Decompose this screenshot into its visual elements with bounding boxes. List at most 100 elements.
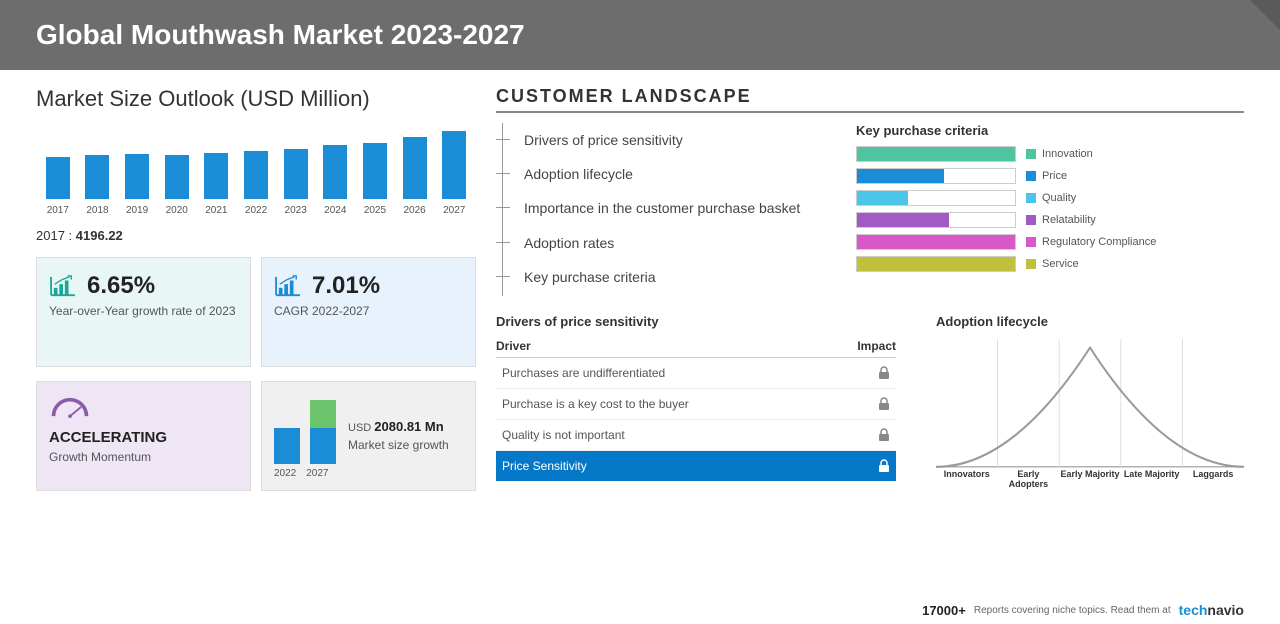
- cagr-value: 7.01%: [312, 272, 380, 300]
- bar-label: 2024: [324, 205, 346, 216]
- right-top: Drivers of price sensitivityAdoption lif…: [496, 123, 1244, 294]
- footer-text: Reports covering niche topics. Read them…: [974, 605, 1171, 616]
- bar-2024: [323, 145, 347, 199]
- yoy-label: Year-over-Year growth rate of 2023: [49, 304, 238, 320]
- lock-icon: [878, 459, 890, 473]
- bullet-item: Drivers of price sensitivity: [496, 123, 816, 157]
- corner-fold-icon: [1250, 0, 1280, 30]
- kpc-row: Innovation: [856, 146, 1244, 162]
- bar-2022: [244, 151, 268, 199]
- drivers-header: Driver Impact: [496, 339, 896, 358]
- msg-minibars: 2022 2027: [274, 394, 336, 479]
- bar-label: 2022: [245, 205, 267, 216]
- gauge-icon: [49, 396, 91, 418]
- cards-row-1: 6.65% Year-over-Year growth rate of 2023…: [36, 257, 476, 367]
- msg-currency: USD 2080.81 Mn: [348, 419, 449, 434]
- base-value: 4196.22: [76, 228, 123, 243]
- kpc-bar: [857, 147, 1015, 161]
- bar-label: 2018: [86, 205, 108, 216]
- kpc-bar-wrap: [856, 256, 1016, 272]
- kpc-bar: [857, 235, 1015, 249]
- kpc-bar-wrap: [856, 234, 1016, 250]
- kpc-title: Key purchase criteria: [856, 123, 1244, 138]
- customer-bullets: Drivers of price sensitivityAdoption lif…: [496, 123, 816, 294]
- msg-year-2: 2027: [306, 468, 328, 479]
- bullet-tick-icon: [496, 131, 524, 149]
- adoption-labels: InnovatorsEarly AdoptersEarly MajorityLa…: [936, 469, 1244, 489]
- content: Market Size Outlook (USD Million) 201720…: [0, 70, 1280, 491]
- adoption-label: Early Majority: [1059, 469, 1121, 489]
- customer-landscape-title: CUSTOMER LANDSCAPE: [496, 86, 1244, 113]
- left-panel: Market Size Outlook (USD Million) 201720…: [36, 86, 476, 491]
- kpc-bar-wrap: [856, 212, 1016, 228]
- msg-year-1: 2022: [274, 468, 296, 479]
- lock-icon: [878, 428, 890, 442]
- bullet-item: Importance in the customer purchase bask…: [496, 191, 816, 225]
- kpc-section: Key purchase criteria Innovation Price Qua…: [856, 123, 1244, 294]
- bar-2027: [442, 131, 466, 199]
- adoption-label: Late Majority: [1121, 469, 1183, 489]
- yoy-card: 6.65% Year-over-Year growth rate of 2023: [36, 257, 251, 367]
- drivers-hdr-impact: Impact: [857, 339, 896, 353]
- bar-2026: [403, 137, 427, 199]
- kpc-legend: Service: [1026, 258, 1079, 270]
- kpc-row: Quality: [856, 190, 1244, 206]
- kpc-bar: [857, 213, 949, 227]
- lock-icon: [878, 397, 890, 411]
- driver-row[interactable]: Price Sensitivity: [496, 451, 896, 481]
- momentum-title: ACCELERATING: [49, 429, 238, 446]
- kpc-chart: Innovation Price Quality Relatability Regula…: [856, 146, 1244, 272]
- drivers-section: Drivers of price sensitivity Driver Impa…: [496, 314, 896, 489]
- right-bottom: Drivers of price sensitivity Driver Impa…: [496, 314, 1244, 489]
- technavio-logo: technavio: [1179, 602, 1244, 618]
- right-panel: CUSTOMER LANDSCAPE Drivers of price sens…: [496, 86, 1244, 491]
- adoption-title: Adoption lifecycle: [936, 314, 1244, 329]
- bar-label: 2027: [443, 205, 465, 216]
- footer: 17000+ Reports covering niche topics. Re…: [922, 602, 1244, 618]
- driver-row[interactable]: Quality is not important: [496, 420, 896, 451]
- bullet-item: Key purchase criteria: [496, 260, 816, 294]
- cagr-label: CAGR 2022-2027: [274, 304, 463, 320]
- bar-2018: [85, 155, 109, 199]
- base-year-value: 2017 : 4196.22: [36, 228, 476, 243]
- msg-bar-2027-base: [310, 428, 336, 464]
- bar-label: 2023: [285, 205, 307, 216]
- bar-2020: [165, 155, 189, 199]
- kpc-swatch-icon: [1026, 193, 1036, 203]
- kpc-bar-wrap: [856, 168, 1016, 184]
- kpc-row: Price: [856, 168, 1244, 184]
- drivers-hdr-driver: Driver: [496, 339, 531, 353]
- cards-row-2: ACCELERATING Growth Momentum 2022 2027 US…: [36, 381, 476, 491]
- bar-label: 2019: [126, 205, 148, 216]
- market-size-barchart: 2017201820192020202120222023202420252026…: [36, 126, 476, 216]
- bullet-item: Adoption rates: [496, 226, 816, 260]
- driver-row[interactable]: Purchase is a key cost to the buyer: [496, 389, 896, 420]
- kpc-bar: [857, 169, 944, 183]
- cagr-card: 7.01% CAGR 2022-2027: [261, 257, 476, 367]
- yoy-value: 6.65%: [87, 272, 155, 300]
- msg-label: Market size growth: [348, 438, 449, 454]
- header: Global Mouthwash Market 2023-2027: [0, 0, 1280, 70]
- bullet-tick-icon: [496, 268, 524, 286]
- kpc-bar: [857, 191, 908, 205]
- bullet-tick-icon: [496, 199, 524, 217]
- kpc-row: Relatability: [856, 212, 1244, 228]
- kpc-legend: Regulatory Compliance: [1026, 236, 1156, 248]
- market-size-title: Market Size Outlook (USD Million): [36, 86, 476, 112]
- momentum-card: ACCELERATING Growth Momentum: [36, 381, 251, 491]
- kpc-swatch-icon: [1026, 171, 1036, 181]
- kpc-bar-wrap: [856, 146, 1016, 162]
- adoption-section: Adoption lifecycle InnovatorsEarly Adopt…: [936, 314, 1244, 489]
- msg-bar-2022: [274, 428, 300, 464]
- adoption-label: Laggards: [1182, 469, 1244, 489]
- kpc-swatch-icon: [1026, 215, 1036, 225]
- bar-2023: [284, 149, 308, 199]
- driver-row[interactable]: Purchases are undifferentiated: [496, 358, 896, 389]
- drivers-rows: Purchases are undifferentiatedPurchase i…: [496, 358, 896, 481]
- growth-icon: [274, 275, 302, 297]
- kpc-swatch-icon: [1026, 237, 1036, 247]
- kpc-legend: Relatability: [1026, 214, 1096, 226]
- adoption-label: Innovators: [936, 469, 998, 489]
- lock-icon: [878, 366, 890, 380]
- adoption-label: Early Adopters: [998, 469, 1060, 489]
